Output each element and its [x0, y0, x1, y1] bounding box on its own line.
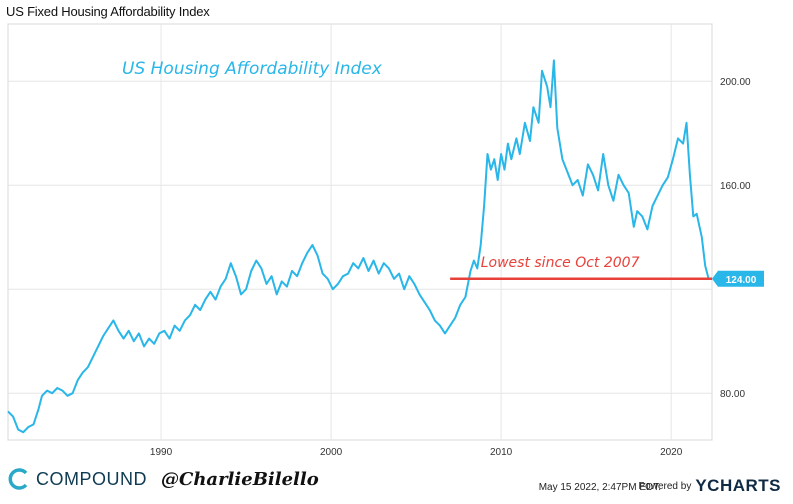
- x-tick-label: 1990: [150, 447, 173, 458]
- x-tick-label: 2000: [320, 447, 343, 458]
- y-tick-label: 200.00: [720, 77, 751, 88]
- x-tick-label: 2020: [660, 447, 683, 458]
- brand-name: COMPOUND: [36, 468, 147, 489]
- footer: COMPOUND @CharlieBilello May 15 2022, 2:…: [0, 460, 793, 504]
- compound-logo-icon: [8, 468, 28, 490]
- reference-label: Lowest since Oct 2007: [481, 255, 640, 271]
- last-value-badge: [712, 270, 764, 287]
- last-value-label: 124.00: [726, 275, 757, 286]
- powered-by-label: Powered by: [638, 480, 692, 492]
- plot-frame: [7, 23, 713, 441]
- y-tick-label: 80.00: [720, 389, 745, 400]
- twitter-handle: @CharlieBilello: [161, 468, 319, 490]
- annotation-title: US Housing Affordability Index: [122, 59, 383, 79]
- x-tick-label: 2010: [490, 447, 513, 458]
- ycharts-logo: YCHARTS: [695, 476, 781, 495]
- y-tick-label: 160.00: [720, 181, 751, 192]
- chart-title: US Fixed Housing Affordability Index: [6, 4, 210, 19]
- timestamp: May 15 2022, 2:47PM EDT.: [538, 482, 661, 493]
- powered-by: Powered by YCHARTS: [639, 476, 781, 496]
- brand: COMPOUND @CharlieBilello: [8, 468, 319, 490]
- series-line: [7, 59, 710, 434]
